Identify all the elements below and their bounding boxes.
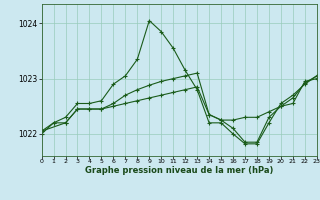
X-axis label: Graphe pression niveau de la mer (hPa): Graphe pression niveau de la mer (hPa) xyxy=(85,166,273,175)
